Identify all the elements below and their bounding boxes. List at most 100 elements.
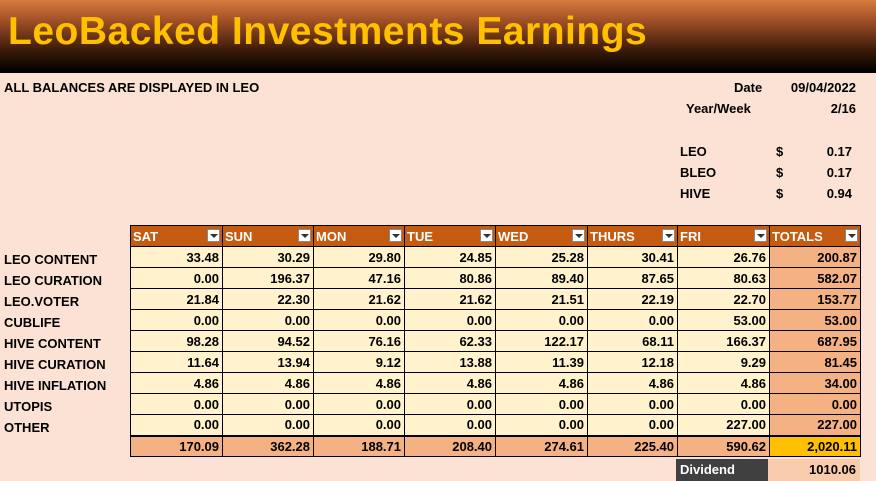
cell[interactable]: 166.37 (677, 330, 770, 352)
cell[interactable]: 4.86 (587, 372, 678, 394)
total-cell[interactable]: 81.45 (769, 351, 861, 373)
cell[interactable]: 4.86 (677, 372, 770, 394)
cell[interactable]: 30.41 (587, 246, 678, 268)
cell[interactable]: 0.00 (130, 267, 223, 289)
cell[interactable]: 30.29 (222, 246, 314, 268)
cell[interactable]: 11.39 (495, 351, 588, 373)
filter-dropdown-icon[interactable] (298, 229, 311, 242)
total-cell[interactable]: 200.87 (769, 246, 861, 268)
cell[interactable]: 21.62 (313, 288, 405, 310)
cell[interactable]: 0.00 (313, 393, 405, 415)
cell[interactable]: 0.00 (313, 309, 405, 331)
cell[interactable]: 0.00 (313, 414, 405, 436)
cell[interactable]: 13.94 (222, 351, 314, 373)
total-cell[interactable]: 687.95 (769, 330, 861, 352)
cell[interactable]: 76.16 (313, 330, 405, 352)
cell[interactable]: 4.86 (222, 372, 314, 394)
cell[interactable]: 0.00 (404, 309, 496, 331)
cell[interactable]: 21.62 (404, 288, 496, 310)
cell[interactable]: 0.00 (222, 393, 314, 415)
cell[interactable]: 89.40 (495, 267, 588, 289)
cell[interactable]: 0.00 (677, 393, 770, 415)
cell[interactable]: 9.29 (677, 351, 770, 373)
cell[interactable]: 80.86 (404, 267, 496, 289)
cell[interactable]: 0.00 (404, 393, 496, 415)
cell[interactable]: 22.30 (222, 288, 314, 310)
cell[interactable]: 13.88 (404, 351, 496, 373)
cell[interactable]: 53.00 (677, 309, 770, 331)
cell[interactable]: 22.70 (677, 288, 770, 310)
cell[interactable]: 87.65 (587, 267, 678, 289)
total-cell[interactable]: 0.00 (769, 393, 861, 415)
cell[interactable]: 0.00 (587, 309, 678, 331)
cell[interactable]: 24.85 (404, 246, 496, 268)
day-total-cell[interactable]: 362.28 (222, 434, 314, 457)
cell[interactable]: 94.52 (222, 330, 314, 352)
filter-dropdown-icon[interactable] (207, 229, 220, 242)
cell[interactable]: 0.00 (495, 414, 588, 436)
dividend-value[interactable]: 1010.06 (768, 459, 860, 481)
cell[interactable]: 0.00 (404, 414, 496, 436)
cell[interactable]: 4.86 (130, 372, 223, 394)
cell[interactable]: 21.84 (130, 288, 223, 310)
filter-dropdown-icon[interactable] (845, 229, 858, 242)
cell[interactable]: 0.00 (587, 414, 678, 436)
filter-dropdown-icon[interactable] (572, 229, 585, 242)
cell[interactable]: 21.51 (495, 288, 588, 310)
cell[interactable]: 0.00 (495, 309, 588, 331)
col-header-tue[interactable]: TUE (404, 225, 496, 247)
grand-total-cell[interactable]: 2,020.11 (769, 434, 861, 457)
cell[interactable]: 33.48 (130, 246, 223, 268)
cell[interactable]: 0.00 (495, 393, 588, 415)
day-total-cell[interactable]: 590.62 (677, 434, 770, 457)
col-header-sat[interactable]: SAT (130, 225, 223, 247)
col-header-wed[interactable]: WED (495, 225, 588, 247)
col-header-fri[interactable]: FRI (677, 225, 770, 247)
cell[interactable]: 62.33 (404, 330, 496, 352)
cell[interactable]: 47.16 (313, 267, 405, 289)
filter-dropdown-icon[interactable] (754, 229, 767, 242)
col-header-mon[interactable]: MON (313, 225, 405, 247)
cell[interactable]: 29.80 (313, 246, 405, 268)
day-total-cell[interactable]: 170.09 (130, 434, 223, 457)
total-cell[interactable]: 582.07 (769, 267, 861, 289)
cell[interactable]: 25.28 (495, 246, 588, 268)
cell[interactable]: 0.00 (222, 414, 314, 436)
cell[interactable]: 0.00 (130, 393, 223, 415)
cell[interactable]: 26.76 (677, 246, 770, 268)
cell[interactable]: 0.00 (222, 309, 314, 331)
price-name: BLEO (680, 165, 717, 180)
cell[interactable]: 0.00 (587, 393, 678, 415)
cell[interactable]: 0.00 (130, 414, 223, 436)
cell[interactable]: 227.00 (677, 414, 770, 436)
cell[interactable]: 9.12 (313, 351, 405, 373)
cell[interactable]: 98.28 (130, 330, 223, 352)
col-header-sun[interactable]: SUN (222, 225, 314, 247)
total-cell[interactable]: 227.00 (769, 414, 861, 436)
filter-dropdown-icon[interactable] (389, 229, 402, 242)
cell[interactable]: 22.19 (587, 288, 678, 310)
cell[interactable]: 4.86 (495, 372, 588, 394)
col-header-thurs[interactable]: THURS (587, 225, 678, 247)
cell[interactable]: 196.37 (222, 267, 314, 289)
cell[interactable]: 4.86 (404, 372, 496, 394)
cell[interactable]: 122.17 (495, 330, 588, 352)
filter-dropdown-icon[interactable] (480, 229, 493, 242)
day-total-cell[interactable]: 208.40 (404, 434, 496, 457)
cell[interactable]: 12.18 (587, 351, 678, 373)
cell[interactable]: 80.63 (677, 267, 770, 289)
total-cell[interactable]: 53.00 (769, 309, 861, 331)
cell[interactable]: 4.86 (313, 372, 405, 394)
row-label: UTOPIS (4, 399, 53, 414)
day-total-cell[interactable]: 274.61 (495, 434, 588, 457)
filter-dropdown-icon[interactable] (662, 229, 675, 242)
cell[interactable]: 68.11 (587, 330, 678, 352)
total-cell[interactable]: 153.77 (769, 288, 861, 310)
cell[interactable]: 0.00 (130, 309, 223, 331)
day-total-cell[interactable]: 188.71 (313, 434, 405, 457)
total-cell[interactable]: 34.00 (769, 372, 861, 394)
day-total-cell[interactable]: 225.40 (587, 434, 678, 457)
cell[interactable]: 11.64 (130, 351, 223, 373)
col-header-totals[interactable]: TOTALS (769, 225, 861, 247)
totals-row: 170.09 362.28 188.71 208.40 274.61 225.4… (130, 434, 861, 457)
